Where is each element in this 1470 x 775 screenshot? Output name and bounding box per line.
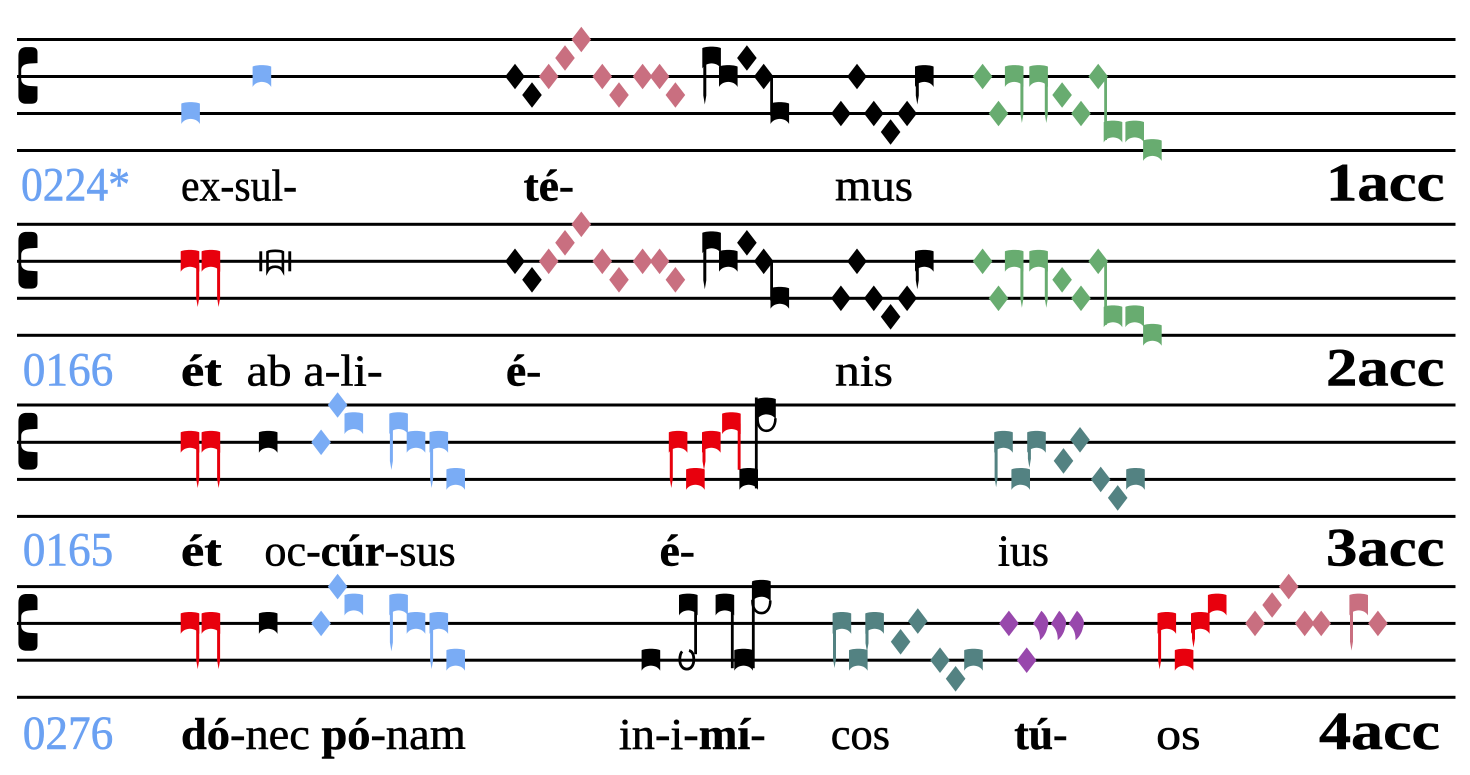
svg-text:é-: é-	[660, 527, 695, 576]
svg-text:té-: té-	[524, 162, 574, 211]
svg-text:2acc: 2acc	[1326, 338, 1445, 398]
svg-text:nis: nis	[835, 347, 893, 396]
svg-text:dó-nec pó-nam: dó-nec pó-nam	[181, 710, 466, 759]
svg-text:tú-: tú-	[1014, 710, 1067, 759]
svg-text:0224*: 0224*	[21, 159, 130, 212]
svg-text:ius: ius	[998, 527, 1049, 576]
svg-text:0276: 0276	[23, 707, 114, 760]
svg-text:1acc: 1acc	[1326, 153, 1445, 213]
svg-text:0166: 0166	[23, 344, 114, 397]
svg-text:os: os	[1156, 710, 1200, 759]
svg-text:ex-sul-: ex-sul-	[181, 162, 297, 211]
svg-text:mus: mus	[835, 162, 913, 211]
svg-text:3acc: 3acc	[1326, 518, 1445, 578]
svg-text:ét: ét	[181, 347, 222, 396]
svg-text:in-i-mí-: in-i-mí-	[619, 710, 766, 759]
svg-text:ab a-li-: ab a-li-	[247, 347, 383, 396]
svg-text:4acc: 4acc	[1319, 701, 1440, 761]
svg-text:oc-cúr-sus: oc-cúr-sus	[264, 527, 455, 576]
svg-text:ét: ét	[181, 527, 222, 576]
svg-text:é-: é-	[506, 347, 541, 396]
svg-text:cos: cos	[831, 710, 890, 759]
svg-text:0165: 0165	[23, 524, 114, 577]
